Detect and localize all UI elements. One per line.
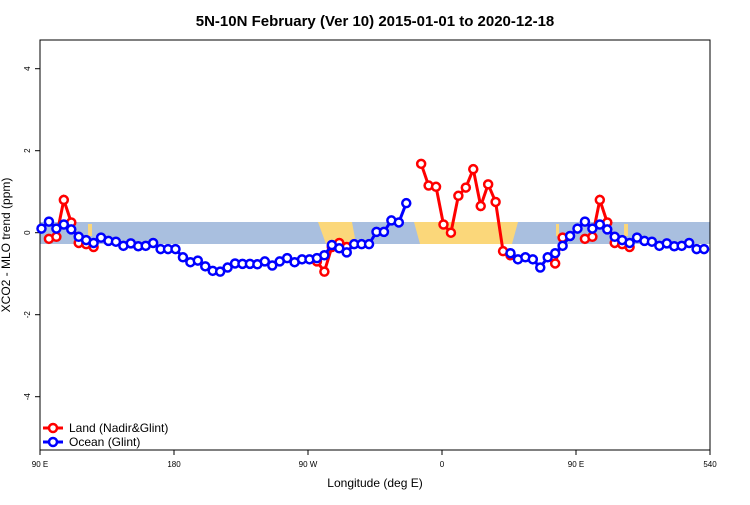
point bbox=[66, 224, 77, 235]
point bbox=[594, 194, 606, 206]
point bbox=[527, 254, 539, 265]
point bbox=[468, 163, 479, 175]
point bbox=[259, 256, 271, 267]
point bbox=[36, 223, 47, 234]
point bbox=[542, 252, 553, 263]
point bbox=[192, 255, 204, 266]
point bbox=[147, 237, 159, 249]
point bbox=[51, 223, 62, 234]
legend-marker bbox=[47, 422, 59, 434]
point bbox=[587, 223, 598, 234]
x-tick-label: 180 bbox=[167, 460, 181, 469]
point bbox=[319, 266, 330, 277]
point bbox=[200, 261, 211, 272]
point bbox=[378, 226, 390, 238]
chart-title: 5N-10N February (Ver 10) 2015-01-01 to 2… bbox=[196, 13, 555, 30]
point bbox=[453, 190, 464, 202]
x-tick-label: 0 bbox=[440, 460, 445, 469]
point bbox=[58, 219, 70, 230]
point bbox=[110, 236, 122, 247]
y-axis-label: XCO2 - MLO trend (ppm) bbox=[0, 178, 13, 313]
point bbox=[341, 247, 352, 258]
x-tick-label: 540 bbox=[703, 460, 717, 469]
point bbox=[214, 266, 226, 277]
point bbox=[267, 260, 278, 271]
point bbox=[482, 179, 494, 190]
point bbox=[572, 223, 583, 234]
point bbox=[460, 182, 472, 193]
point bbox=[505, 247, 516, 259]
point bbox=[334, 243, 345, 254]
point bbox=[58, 194, 70, 206]
x-tick-label: 90 W bbox=[299, 460, 318, 469]
point bbox=[594, 219, 606, 230]
point bbox=[393, 217, 405, 228]
y-tick-label: -2 bbox=[23, 311, 32, 319]
point bbox=[557, 240, 568, 252]
y-tick-label: 4 bbox=[23, 66, 32, 71]
point bbox=[475, 200, 486, 212]
point bbox=[490, 196, 501, 208]
point bbox=[683, 237, 695, 249]
legend-label: Land (Nadir&Glint) bbox=[69, 421, 168, 435]
y-tick-label: -4 bbox=[23, 393, 32, 401]
plot-frame bbox=[39, 39, 711, 451]
point bbox=[43, 216, 55, 227]
y-tick-label: 2 bbox=[23, 148, 32, 153]
point bbox=[430, 181, 442, 193]
point bbox=[281, 252, 293, 264]
point bbox=[535, 262, 546, 273]
point bbox=[415, 158, 427, 170]
point bbox=[363, 238, 375, 250]
point bbox=[624, 237, 635, 249]
point bbox=[170, 243, 181, 255]
point bbox=[549, 247, 561, 259]
x-tick-label: 90 E bbox=[32, 460, 48, 469]
point bbox=[401, 197, 412, 209]
point bbox=[602, 224, 613, 235]
point bbox=[698, 243, 710, 255]
point bbox=[319, 250, 330, 261]
point bbox=[51, 231, 62, 243]
point bbox=[564, 230, 576, 242]
point bbox=[88, 237, 99, 249]
point bbox=[177, 252, 189, 263]
point bbox=[445, 227, 457, 238]
point bbox=[587, 231, 598, 243]
point bbox=[646, 236, 658, 247]
y-tick-label: 0 bbox=[23, 230, 32, 235]
x-tick-label: 90 E bbox=[568, 460, 584, 469]
x-axis-label: Longitude (deg E) bbox=[327, 476, 422, 490]
legend-marker bbox=[47, 436, 59, 448]
legend-label: Ocean (Glint) bbox=[69, 435, 140, 449]
point bbox=[222, 262, 233, 273]
point bbox=[438, 219, 449, 230]
point bbox=[549, 258, 561, 269]
point bbox=[579, 216, 591, 227]
